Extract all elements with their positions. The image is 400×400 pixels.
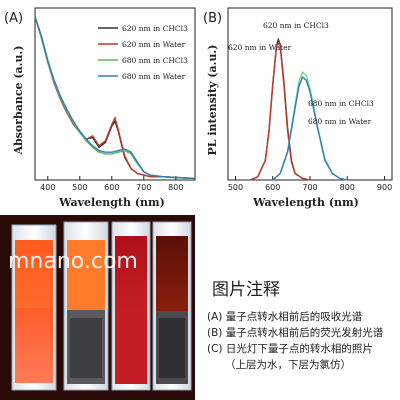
panel-b-label: (B) xyxy=(203,11,222,26)
watermark: mnano.com xyxy=(8,249,138,274)
panel-a-x-tick-label: 600 xyxy=(104,183,119,192)
panel-a-x-tick-label: 800 xyxy=(168,183,183,192)
caption-title: 图片注释 xyxy=(212,280,280,300)
panel-a-plot-frame xyxy=(34,7,196,181)
panel-a-x-tick-label: 500 xyxy=(72,183,87,192)
panel-b-series-line-1 xyxy=(250,37,311,181)
caption: 图片注释 (A) 量子点转水相前后的吸收光谱 (B) 量子点转水相前后的荧光发射… xyxy=(207,280,384,371)
caption-line-b: (B) 量子点转水相前后的荧光发射光谱 xyxy=(207,326,384,339)
panel-a-x-tick-label: 400 xyxy=(40,183,55,192)
panel-b-y-axis-label: PL intensity (a.u.) xyxy=(206,45,219,156)
panel-b-x-tick-label: 700 xyxy=(302,183,317,192)
panel-b-annotation-620-water: 620 nm in Water xyxy=(228,43,292,52)
panel-c: C) xyxy=(0,215,195,400)
panel-a: (A) Absorbance (a.u.) Wavelength (nm) 40… xyxy=(4,7,196,209)
panel-a-legend-label: 620 nm in CHCl3 xyxy=(122,24,188,33)
panel-b-x-tick-label: 500 xyxy=(228,183,243,192)
panel-a-x-tick-label: 700 xyxy=(136,183,151,192)
caption-line-note: （上层为水，下层为氯仿） xyxy=(225,358,351,371)
panel-b-x-tick-label: 900 xyxy=(377,183,392,192)
panel-b-x-tick-label: 800 xyxy=(340,183,355,192)
panel-a-y-axis-label: Absorbance (a.u.) xyxy=(12,45,25,155)
caption-line-c: (C) 日光灯下量子点的转水相的照片 xyxy=(207,342,373,355)
cuvette-photo: mnano.com xyxy=(0,215,195,400)
panel-a-label: (A) xyxy=(4,11,23,26)
panel-b-annotation-680-water: 680 nm in Water xyxy=(308,117,372,126)
panel-b-annotation-680-chcl3: 680 nm in CHCl3 xyxy=(308,99,374,108)
panel-b-annotation-620-chcl3: 620 nm in CHCl3 xyxy=(263,21,329,30)
panel-b-series-line-4 xyxy=(272,75,348,181)
panel-a-plot: 400 500 600 700 800 xyxy=(34,7,196,192)
panel-a-legend-label: 680 nm in Water xyxy=(122,72,186,81)
panel-b-series-line-2 xyxy=(250,41,311,181)
panel-b-plot: 500 600 700 800 900 xyxy=(227,7,393,192)
caption-line-a: (A) 量子点转水相前后的吸收光谱 xyxy=(207,310,363,323)
panel-a-legend-label: 680 nm in CHCl3 xyxy=(122,56,188,65)
panel-b-x-tick-label: 600 xyxy=(265,183,280,192)
panel-b-x-axis-label: Wavelength (nm) xyxy=(252,196,359,209)
panel-a-series-line-4 xyxy=(34,16,196,180)
panel-a-legend: 620 nm in CHCl3 620 nm in Water 680 nm in … xyxy=(98,24,188,81)
panel-b: (B) PL intensity (a.u.) Wavelength (nm) … xyxy=(203,7,393,209)
panel-a-legend-label: 620 nm in Water xyxy=(122,40,186,49)
panel-a-x-axis-label: Wavelength (nm) xyxy=(58,196,165,209)
